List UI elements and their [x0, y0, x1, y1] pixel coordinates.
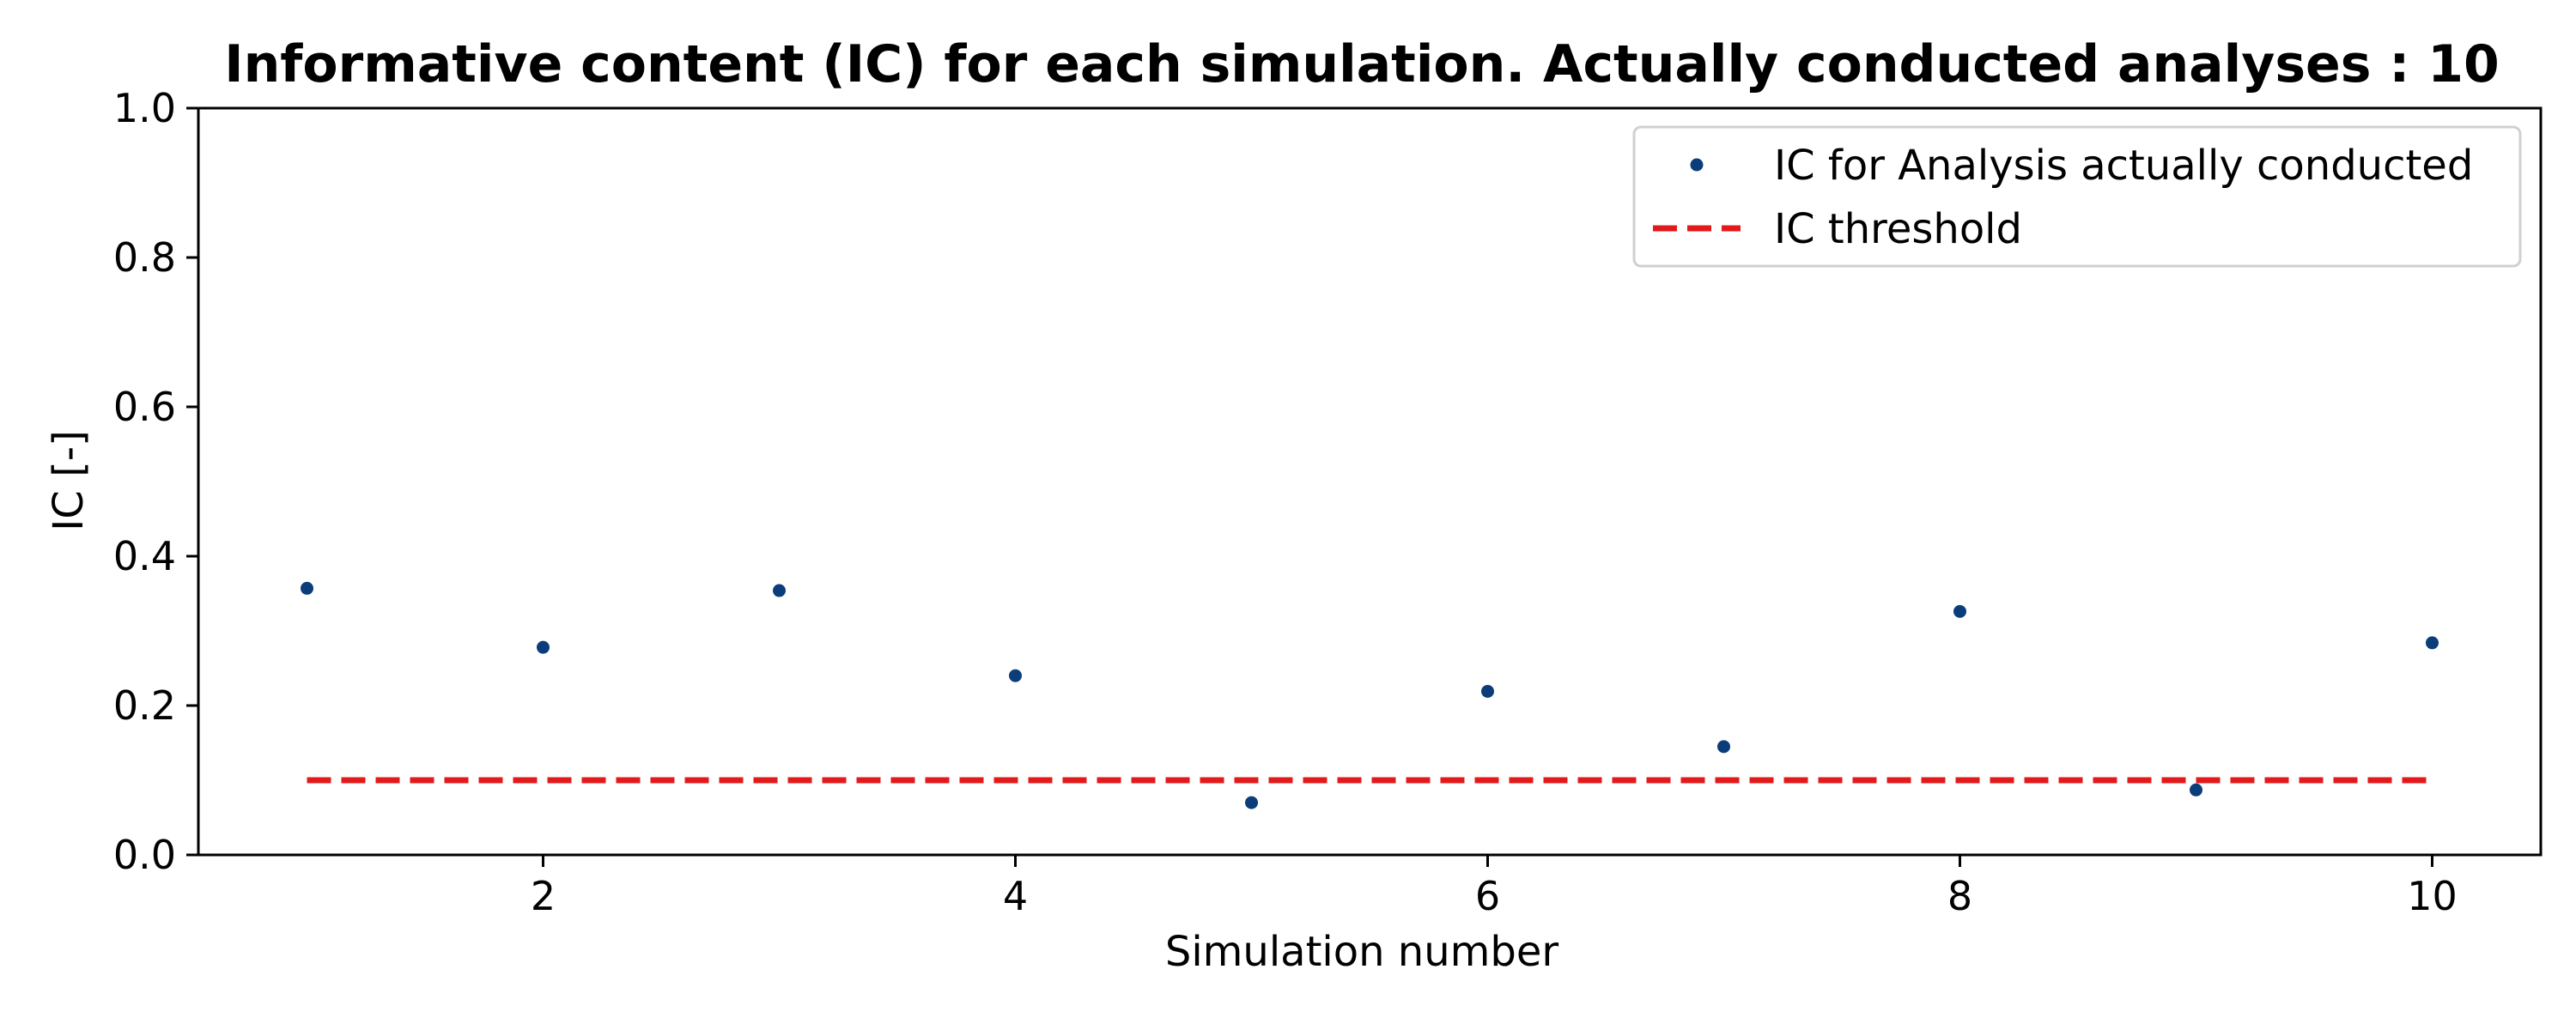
y-axis-label: IC [-] — [45, 430, 93, 531]
y-tick-label: 1.0 — [113, 85, 176, 131]
chart-title: Informative content (IC) for each simula… — [224, 34, 2499, 94]
legend-label: IC for Analysis actually conducted — [1774, 142, 2473, 190]
x-tick-label: 4 — [1003, 873, 1028, 919]
data-point — [1953, 604, 1966, 618]
x-tick-label: 10 — [2407, 873, 2458, 919]
data-point — [1245, 796, 1258, 809]
legend-label: IC threshold — [1774, 205, 2022, 253]
data-point — [537, 640, 550, 654]
data-point — [1717, 740, 1730, 754]
legend-point-swatch — [1690, 158, 1704, 172]
data-point — [1481, 684, 1494, 698]
y-tick-label: 0.6 — [113, 384, 176, 430]
y-tick-label: 0.0 — [113, 832, 176, 878]
x-tick-label: 6 — [1475, 873, 1500, 919]
x-axis-label: Simulation number — [1165, 928, 1559, 976]
data-point — [301, 581, 313, 595]
y-tick-label: 0.4 — [113, 533, 176, 579]
legend: IC for Analysis actually conducted IC thr… — [1632, 125, 2522, 268]
y-tick-label: 0.8 — [113, 234, 176, 281]
data-point — [773, 584, 786, 597]
data-point — [1009, 669, 1022, 682]
data-point — [2426, 636, 2439, 650]
data-point — [2190, 783, 2202, 797]
legend-box — [1632, 125, 2522, 268]
x-tick-label: 8 — [1947, 873, 1972, 919]
x-tick-label: 2 — [531, 873, 556, 919]
y-tick-label: 0.2 — [113, 682, 176, 729]
